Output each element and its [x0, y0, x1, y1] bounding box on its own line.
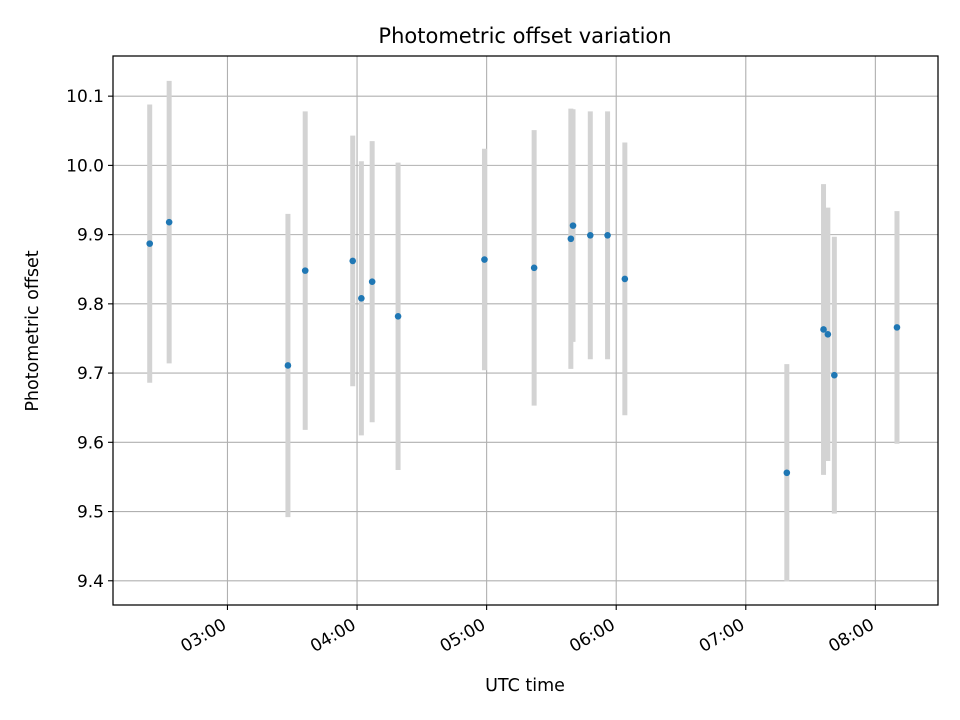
y-axis-title: Photometric offset [23, 250, 43, 411]
data-point [569, 222, 577, 229]
data-point [358, 295, 365, 302]
y-tick-label: 10.0 [66, 156, 104, 176]
data-point [831, 371, 838, 379]
data-point [824, 331, 832, 338]
y-tick-label: 10.1 [66, 87, 104, 107]
data-point [604, 232, 611, 239]
x-axis-title: UTC time [485, 676, 565, 696]
data-point [481, 256, 488, 263]
data-point [146, 240, 154, 247]
data-point [567, 235, 575, 243]
y-axis: 9.4 9.5 9.6 9.7 9.8 9.9 10.0 10.1 [66, 87, 113, 592]
grid [113, 56, 938, 605]
data-point [368, 278, 376, 285]
y-tick-label: 9.4 [77, 572, 104, 592]
data-point [394, 313, 402, 320]
data-point [284, 362, 292, 369]
data-point [586, 232, 594, 239]
data-points [146, 218, 901, 477]
y-tick-label: 9.8 [77, 295, 104, 315]
y-tick-label: 9.9 [77, 226, 104, 246]
y-tick-label: 9.7 [77, 364, 104, 384]
data-point [530, 264, 538, 272]
chart-title: Photometric offset variation [378, 24, 671, 48]
data-point [783, 469, 791, 477]
data-point [301, 267, 309, 274]
plot-area-frame [112, 55, 939, 606]
data-point [165, 218, 173, 226]
data-point [349, 257, 357, 265]
y-tick-label: 9.5 [77, 503, 104, 523]
y-tick-label: 9.6 [77, 433, 104, 453]
data-point [621, 275, 629, 283]
data-point [820, 326, 827, 333]
data-point [893, 324, 901, 331]
